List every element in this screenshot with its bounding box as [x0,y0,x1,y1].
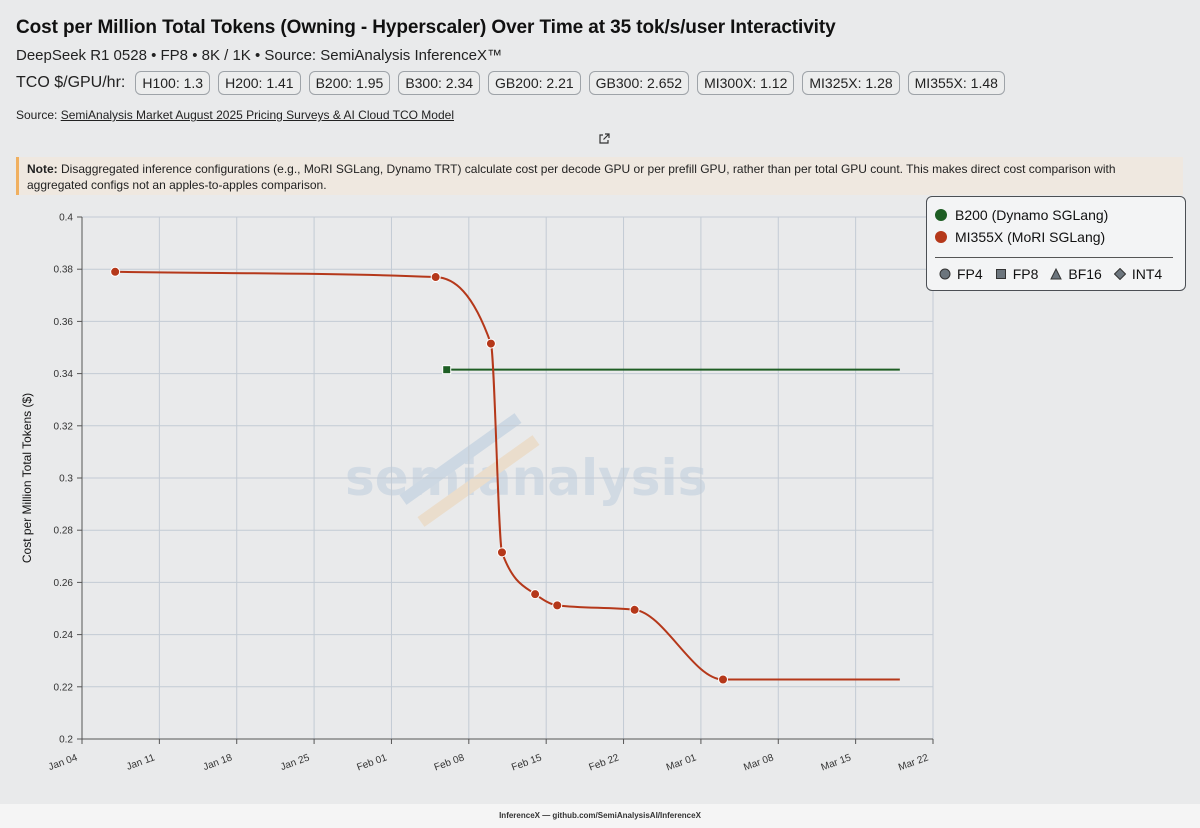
tco-chips: H100: 1.3 H200: 1.41 B200: 1.95 B300: 2.34 G… [135,71,1005,95]
y-tick-label: 0.38 [54,265,74,276]
legend-item-b200[interactable]: B200 (Dynamo SGLang) [935,207,1108,223]
data-point-mi355x [496,547,507,558]
circle-marker-icon [939,268,951,280]
x-tick-label: Feb 08 [433,752,466,773]
chart-legend: B200 (Dynamo SGLang) MI355X (MoRI SGLang… [926,196,1186,291]
tco-chip: GB300: 2.652 [588,71,690,95]
precision-shape-legend: FP4 FP8 BF16 INT4 [939,266,1162,282]
y-axis-title: Cost per Million Total Tokens ($) [20,393,34,563]
cost-line-chart: semianalysis0.20.220.240.260.280.30.320.… [20,213,934,773]
legend-divider [935,257,1173,258]
source-row: Source: SemiAnalysis Market August 2025 … [16,108,454,122]
tco-label: TCO $/GPU/hr: [16,74,126,91]
tco-chip: B300: 2.34 [398,71,481,95]
y-tick-label: 0.22 [54,682,74,693]
footer: InferenceX — github.com/SemiAnalysisAI/I… [0,804,1200,828]
shape-item-fp8: FP8 [995,266,1039,282]
y-tick-label: 0.24 [54,630,74,641]
legend-label-mi355x: MI355X (MoRI SGLang) [955,229,1106,245]
tco-chip: GB200: 2.21 [488,71,581,95]
source-link[interactable]: SemiAnalysis Market August 2025 Pricing … [60,108,454,122]
y-tick-label: 0.3 [59,474,73,485]
chart-subtitle: DeepSeek R1 0528 • FP8 • 8K / 1K • Sourc… [16,47,502,64]
x-tick-label: Mar 22 [897,752,930,773]
tco-chip: MI355X: 1.48 [907,71,1005,95]
x-tick-label: Feb 15 [510,752,543,773]
external-link-icon[interactable] [598,133,610,145]
shape-item-bf16: BF16 [1050,266,1102,282]
data-point-mi355x [430,272,441,283]
square-marker-icon [995,269,1006,279]
shape-label-fp8: FP8 [1012,266,1039,282]
data-point-mi355x [110,266,121,277]
tco-chip: MI325X: 1.28 [802,71,900,95]
tco-chip: H200: 1.41 [218,71,301,95]
data-point-mi355x [718,674,729,685]
shape-label-int4: INT4 [1131,266,1163,282]
y-tick-label: 0.26 [54,578,74,589]
y-tick-label: 0.36 [54,317,74,328]
note-label: Note: [27,162,58,176]
series-line-mi355x [115,270,900,681]
legend-item-mi355x[interactable]: MI355X (MoRI SGLang) [935,229,1105,245]
shape-label-fp4: FP4 [957,266,983,282]
y-tick-label: 0.34 [54,369,74,380]
tco-row: TCO $/GPU/hr: H100: 1.3 H200: 1.41 B200: 1… [16,71,1005,95]
diamond-marker-icon [1113,268,1126,280]
x-tick-label: Jan 25 [279,752,311,773]
legend-label-b200: B200 (Dynamo SGLang) [955,207,1109,223]
x-tick-label: Jan 18 [202,752,234,773]
shape-item-int4: INT4 [1113,266,1163,282]
chart-title: Cost per Million Total Tokens (Owning - … [16,17,836,38]
y-tick-label: 0.32 [54,421,74,432]
disaggregation-note: Note: Disaggregated inference configurat… [16,157,1183,195]
legend-swatch-b200 [935,209,947,221]
watermark-stroke [399,413,522,505]
source-prefix: Source: [16,108,58,122]
data-point-mi355x [530,589,541,600]
data-point-b200 [442,365,452,375]
tco-chip: H100: 1.3 [135,71,211,95]
triangle-marker-icon [1050,268,1063,280]
x-tick-label: Feb 01 [355,752,388,773]
x-tick-label: Jan 11 [125,752,157,773]
tco-chip: MI300X: 1.12 [697,71,795,95]
data-point-mi355x [629,604,640,615]
y-tick-label: 0.4 [59,213,73,224]
shape-label-bf16: BF16 [1068,266,1102,282]
x-tick-label: Mar 01 [665,752,698,773]
legend-swatch-mi355x [935,231,947,243]
x-tick-label: Jan 04 [47,752,79,773]
shape-item-fp4: FP4 [939,266,983,282]
x-tick-label: Mar 15 [820,752,853,773]
data-point-mi355x [485,338,496,349]
y-tick-label: 0.28 [54,526,74,537]
x-tick-label: Mar 08 [742,752,775,773]
tco-chip: B200: 1.95 [308,71,391,95]
x-tick-label: Feb 22 [588,752,621,773]
note-text: Disaggregated inference configurations (… [27,162,1116,192]
data-point-mi355x [552,600,563,611]
watermark-stroke [417,435,540,527]
y-tick-label: 0.2 [59,735,73,746]
